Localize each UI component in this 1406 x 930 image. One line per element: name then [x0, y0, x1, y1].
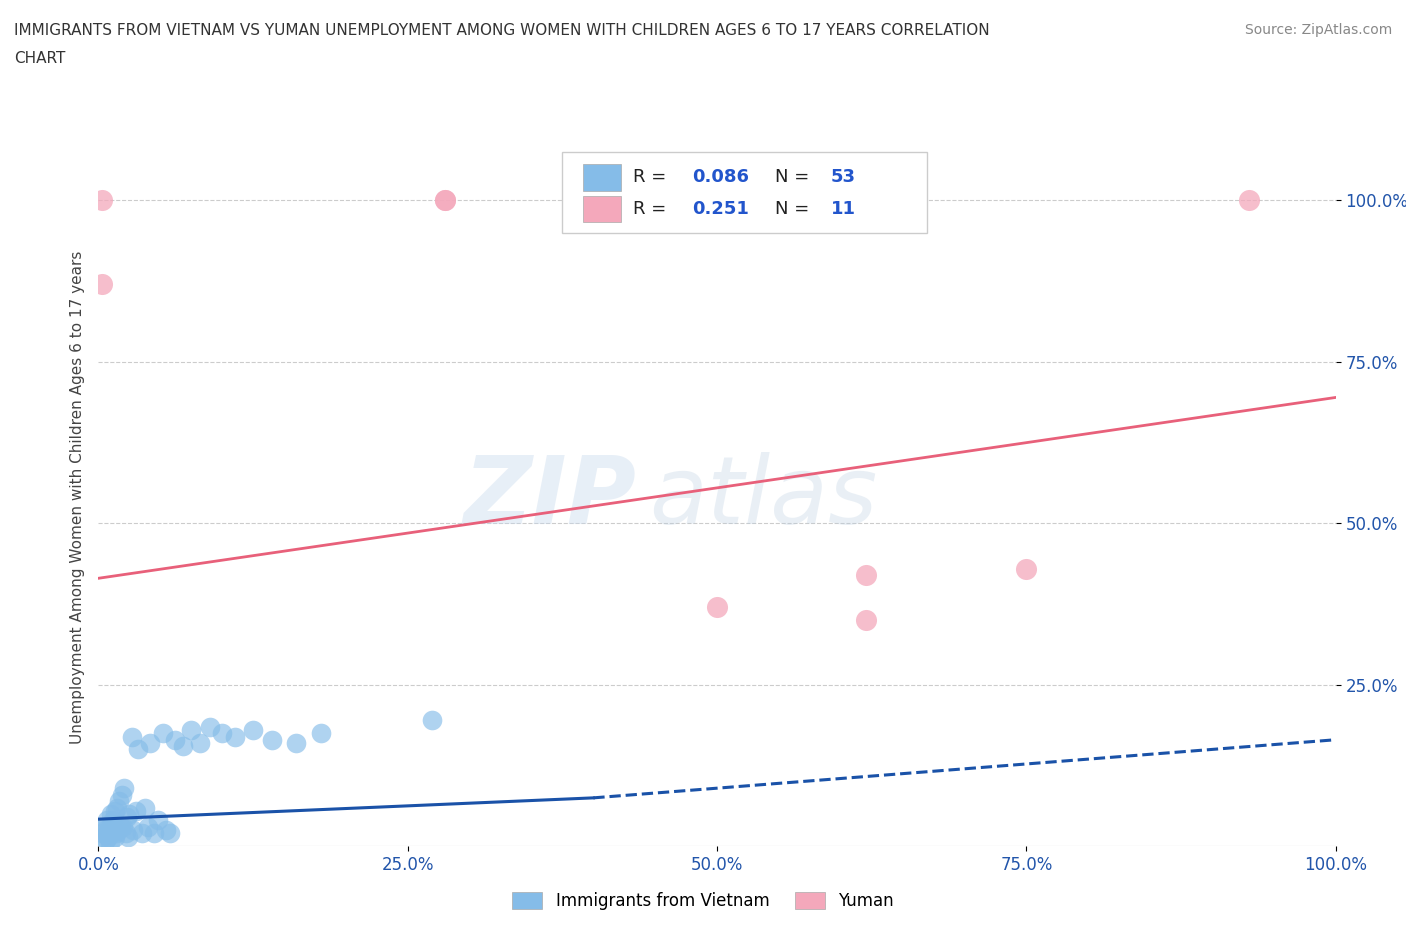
Text: CHART: CHART [14, 51, 66, 66]
Point [127, 742, 149, 757]
Point [422, 713, 444, 728]
Point [143, 826, 166, 841]
Point [91, 277, 114, 292]
Text: IMMIGRANTS FROM VIETNAM VS YUMAN UNEMPLOYMENT AMONG WOMEN WITH CHILDREN AGES 6 T: IMMIGRANTS FROM VIETNAM VS YUMAN UNEMPLO… [14, 23, 990, 38]
Point [111, 787, 134, 802]
Point [134, 800, 156, 815]
Point [105, 800, 128, 815]
Point [211, 725, 233, 740]
Point [101, 826, 124, 841]
Point [100, 806, 122, 821]
Point [433, 193, 456, 208]
FancyBboxPatch shape [562, 153, 928, 232]
Point [97, 830, 120, 844]
Point [94, 832, 117, 847]
Text: R =: R = [633, 200, 678, 218]
Point [155, 823, 177, 838]
Point [104, 826, 127, 841]
Point [100, 817, 122, 831]
Point [224, 729, 246, 744]
Point [93, 830, 115, 844]
Point [152, 725, 174, 740]
Text: 11: 11 [831, 200, 856, 218]
Point [118, 806, 141, 821]
Point [103, 830, 125, 844]
Point [93, 819, 115, 834]
Point [121, 729, 143, 744]
Point [115, 810, 138, 825]
Text: Source: ZipAtlas.com: Source: ZipAtlas.com [1244, 23, 1392, 37]
Point [1237, 193, 1260, 208]
Point [172, 738, 194, 753]
Point [98, 836, 121, 851]
Text: N =: N = [775, 200, 821, 218]
Text: R =: R = [633, 168, 672, 186]
Point [146, 813, 169, 828]
Text: 0.086: 0.086 [692, 168, 749, 186]
Point [706, 600, 728, 615]
Text: 0.251: 0.251 [692, 200, 749, 218]
Point [98, 823, 121, 838]
Point [136, 819, 159, 834]
Point [112, 781, 135, 796]
Point [103, 804, 125, 818]
Point [180, 723, 202, 737]
Point [165, 732, 187, 747]
Bar [583, 164, 620, 191]
Point [91, 826, 114, 841]
Point [114, 826, 136, 841]
Point [285, 736, 308, 751]
Point [107, 823, 129, 838]
Point [139, 736, 162, 751]
Point [96, 813, 118, 828]
Point [188, 736, 211, 751]
Point [198, 720, 221, 735]
Bar [583, 195, 620, 222]
Point [108, 793, 131, 808]
Text: 53: 53 [831, 168, 856, 186]
Point [122, 823, 145, 838]
Point [1015, 561, 1038, 576]
Point [91, 193, 114, 208]
Point [110, 819, 132, 834]
Point [159, 826, 181, 841]
Point [131, 826, 153, 841]
Point [112, 819, 135, 834]
Point [855, 567, 877, 582]
Point [124, 804, 146, 818]
Y-axis label: Unemployment Among Women with Children Ages 6 to 17 years: Unemployment Among Women with Children A… [69, 251, 84, 744]
Point [309, 725, 332, 740]
Point [96, 826, 118, 841]
Point [260, 732, 283, 747]
Text: atlas: atlas [650, 452, 877, 543]
Text: N =: N = [775, 168, 815, 186]
Point [855, 613, 877, 628]
Point [242, 723, 264, 737]
Point [117, 830, 139, 844]
Point [433, 193, 456, 208]
Legend: Immigrants from Vietnam, Yuman: Immigrants from Vietnam, Yuman [506, 885, 900, 917]
Point [93, 823, 115, 838]
Point [103, 813, 125, 828]
Text: ZIP: ZIP [464, 452, 637, 543]
